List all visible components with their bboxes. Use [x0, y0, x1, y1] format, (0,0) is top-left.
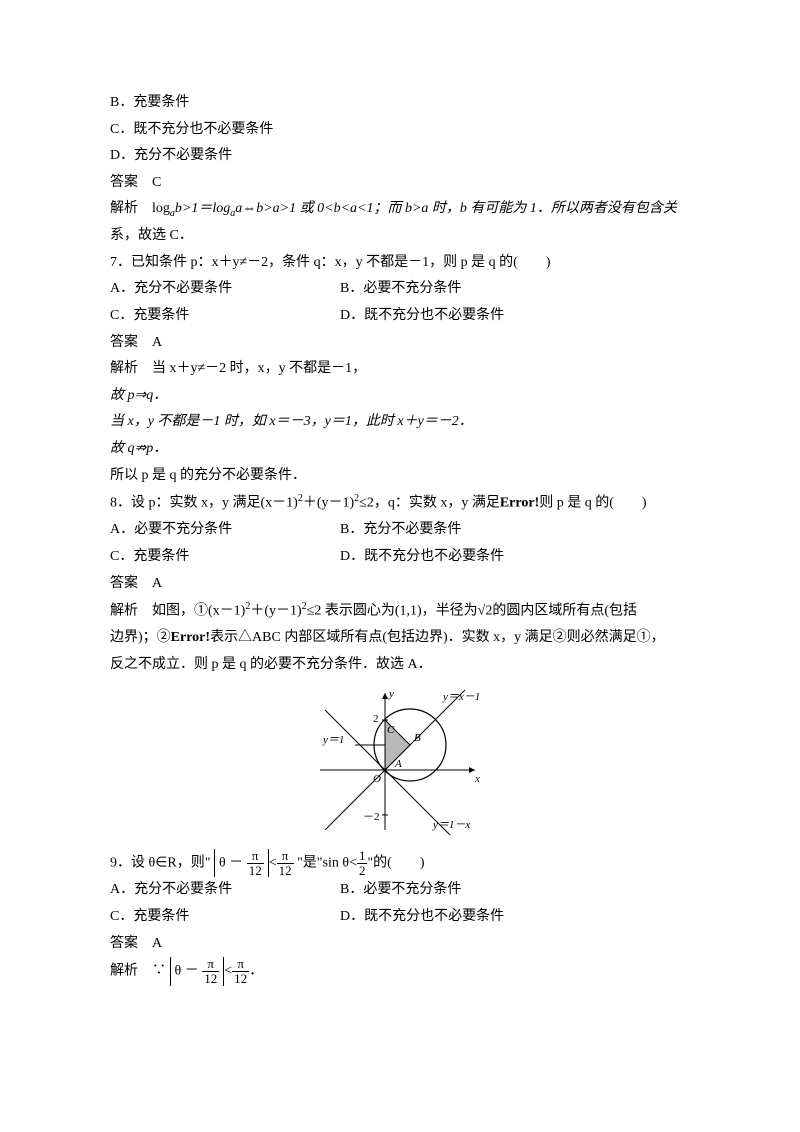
q9-optA: A．充分不必要条件: [110, 877, 340, 904]
abs-expr: θ － π12: [170, 957, 225, 985]
q9-stem: 9．设 θ∈R，则" θ － π12 <π12 "是"sin θ<12"的( ): [110, 849, 690, 877]
q7-optC: C．充要条件: [110, 303, 340, 330]
q6-answer: 答案 C: [110, 170, 690, 197]
q6-explain-2: 系，故选 C．: [110, 223, 690, 250]
q9-options-row1: A．充分不必要条件 B．必要不充分条件: [110, 877, 690, 904]
den: 12: [232, 972, 249, 986]
svg-text:2: 2: [373, 713, 379, 725]
num: π: [247, 849, 264, 864]
q8-explain-2: 边界)；②Error!表示△ABC 内部区域所有点(包括边界)．实数 x，y 满…: [110, 625, 690, 652]
q7-options-row2: C．充要条件 D．既不充分也不必要条件: [110, 303, 690, 330]
svg-text:O: O: [373, 773, 381, 785]
text: 故 q⇏p．: [110, 441, 167, 456]
text: ＋(y－1): [303, 496, 354, 511]
den: 12: [202, 972, 219, 986]
q8-optB: B．充分不必要条件: [340, 517, 461, 544]
text: 解析 如图，①(x－1): [110, 604, 245, 619]
num: π: [277, 849, 294, 864]
text: ≤2 表示圆心为(1,1)，半径为√2的圆内区域所有点(包括: [307, 604, 637, 619]
num: π: [232, 957, 249, 972]
text: ≤2，q：实数 x，y 满足: [359, 496, 500, 511]
q9-options-row2: C．充要条件 D．既不充分也不必要条件: [110, 904, 690, 931]
text: "是"sin θ<: [297, 856, 357, 871]
svg-text:C: C: [387, 724, 395, 736]
q6-optD: D．充分不必要条件: [110, 143, 690, 170]
svg-text:A: A: [394, 758, 402, 770]
q9-optD: D．既不充分也不必要条件: [340, 904, 504, 931]
text: a⇔b>a>1 或 0<b<a<1；而 b>a 时，b 有可能为 1．所以两者没…: [235, 201, 677, 216]
den: 12: [277, 864, 294, 878]
text: "的( ): [367, 856, 424, 871]
q7-optB: B．必要不充分条件: [340, 276, 461, 303]
abs-expr: θ － π12: [214, 849, 269, 877]
q7-explain-2: 故 p⇒q．: [110, 383, 690, 410]
q8-options-row1: A．必要不充分条件 B．充分不必要条件: [110, 517, 690, 544]
q6-explain-1: 解析 logab>1＝logaa⇔b>a>1 或 0<b<a<1；而 b>a 时…: [110, 196, 690, 223]
den: 12: [247, 864, 264, 878]
q8-optD: D．既不充分也不必要条件: [340, 544, 504, 571]
q7-explain-4: 故 q⇏p．: [110, 436, 690, 463]
den: 2: [357, 864, 368, 878]
svg-text:y: y: [388, 688, 394, 700]
q8-stem: 8．设 p：实数 x，y 满足(x－1)2＋(y－1)2≤2，q：实数 x，y …: [110, 489, 690, 517]
num: 1: [357, 849, 368, 864]
q9-optB: B．必要不充分条件: [340, 877, 461, 904]
text: 表示△ABC 内部区域所有点(包括边界)．实数 x，y 满足②则必然满足①，: [210, 630, 665, 645]
svg-text:y＝1－x: y＝1－x: [432, 819, 470, 831]
error-text: Error!: [500, 496, 539, 511]
q8-explain-3: 反之不成立．则 p 是 q 的必要不充分条件．故选 A．: [110, 652, 690, 679]
q7-optD: D．既不充分也不必要条件: [340, 303, 504, 330]
q6-optB: B．充要条件: [110, 90, 690, 117]
text: 解析 log: [110, 201, 170, 216]
geometry-diagram: y x O 2 －2 y＝x－1 y＝1 y＝1－x C B A: [315, 685, 485, 835]
text: 边界)；②: [110, 630, 171, 645]
q8-options-row2: C．充要条件 D．既不充分也不必要条件: [110, 544, 690, 571]
svg-text:－2: －2: [363, 811, 380, 823]
text: b>1＝log: [175, 201, 230, 216]
svg-text:y＝x－1: y＝x－1: [442, 691, 480, 703]
svg-text:x: x: [474, 773, 480, 785]
text: 解析 ∵: [110, 964, 166, 979]
q9-answer: 答案 A: [110, 931, 690, 958]
text: ＋(y－1): [250, 604, 301, 619]
text: 当 x，y 不都是－1 时，如 x＝－3，y＝1，此时 x＋y＝－2．: [110, 414, 473, 429]
q8-optC: C．充要条件: [110, 544, 340, 571]
q7-explain-5: 所以 p 是 q 的充分不必要条件．: [110, 463, 690, 490]
svg-text:y＝1: y＝1: [322, 734, 344, 746]
q8-figure: y x O 2 －2 y＝x－1 y＝1 y＝1－x C B A: [110, 685, 690, 846]
q6-optC: C．既不充分也不必要条件: [110, 117, 690, 144]
text: 8．设 p：实数 x，y 满足(x－1): [110, 496, 298, 511]
error-text: Error!: [171, 630, 210, 645]
num: π: [202, 957, 219, 972]
q7-stem: 7．已知条件 p：x＋y≠－2，条件 q：x，y 不都是－1，则 p 是 q 的…: [110, 250, 690, 277]
q7-answer: 答案 A: [110, 330, 690, 357]
q9-optC: C．充要条件: [110, 904, 340, 931]
page-content: B．充要条件 C．既不充分也不必要条件 D．充分不必要条件 答案 C 解析 lo…: [0, 0, 800, 1132]
text: 则 p 是 q 的( ): [539, 496, 646, 511]
q8-explain-1: 解析 如图，①(x－1)2＋(y－1)2≤2 表示圆心为(1,1)，半径为√2的…: [110, 597, 690, 625]
q7-explain-1: 解析 当 x＋y≠－2 时，x，y 不都是－1，: [110, 356, 690, 383]
q7-explain-3: 当 x，y 不都是－1 时，如 x＝－3，y＝1，此时 x＋y＝－2．: [110, 409, 690, 436]
svg-text:B: B: [414, 732, 421, 744]
q7-options-row1: A．充分不必要条件 B．必要不充分条件: [110, 276, 690, 303]
q7-optA: A．充分不必要条件: [110, 276, 340, 303]
q8-optA: A．必要不充分条件: [110, 517, 340, 544]
text: 9．设 θ∈R，则": [110, 856, 210, 871]
q8-answer: 答案 A: [110, 571, 690, 598]
q9-explain: 解析 ∵ θ － π12 <π12．: [110, 957, 690, 985]
text: 故 p⇒q．: [110, 388, 167, 403]
